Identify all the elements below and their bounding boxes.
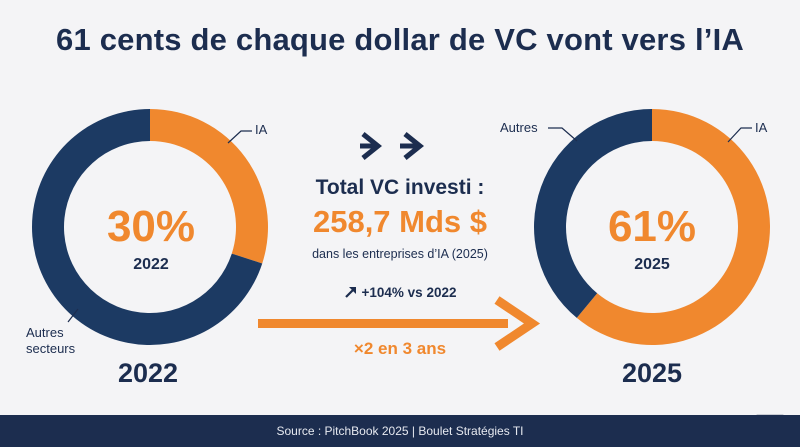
double-chevron-icon xyxy=(360,132,425,160)
leader-line-left-ia xyxy=(227,130,252,144)
donut-2022-slice-ia xyxy=(150,109,268,264)
donut-2025-slice-autres xyxy=(534,109,652,318)
orange-arrow-icon xyxy=(258,296,541,351)
donut-chart-2022: 30% 2022 xyxy=(32,109,268,345)
leader-line-left-other xyxy=(67,308,79,323)
center-value-2025: 61% xyxy=(608,202,696,251)
leader-line-right-other xyxy=(548,127,578,142)
growth-text: +104% vs 2022 xyxy=(361,285,457,300)
label-right-other: Autres xyxy=(500,120,538,135)
total-vc-value: 258,7 Mds $ xyxy=(312,204,488,239)
center-year-2022: 2022 xyxy=(133,256,169,273)
label-left-other-line2: secteurs xyxy=(26,341,76,356)
donut-chart-2025: 61% 2025 xyxy=(534,109,770,345)
year-label-2025: 2025 xyxy=(621,358,683,388)
label-left-other-line1: Autres xyxy=(26,325,64,340)
footer-source: Source : PitchBook 2025 | Boulet Stratég… xyxy=(0,415,800,447)
growth-indicator: +104% vs 2022 xyxy=(280,285,520,300)
center-value-2022: 30% xyxy=(107,202,195,251)
trend-up-arrow-icon xyxy=(344,287,356,298)
page-title: 61 cents de chaque dollar de VC vont ver… xyxy=(56,22,744,57)
leader-line-right-ia xyxy=(727,127,752,143)
total-vc-subtitle: dans les entreprises d’IA (2025) xyxy=(312,247,488,261)
total-vc-label: Total VC investi : xyxy=(315,176,485,199)
label-right-ia: IA xyxy=(755,120,768,135)
label-left-ia: IA xyxy=(255,122,268,137)
multiplier-text: ×2 en 3 ans xyxy=(353,339,447,358)
donut-2025-slice-ia xyxy=(576,109,770,345)
center-year-2025: 2025 xyxy=(634,256,670,273)
year-label-2022: 2022 xyxy=(117,358,179,388)
